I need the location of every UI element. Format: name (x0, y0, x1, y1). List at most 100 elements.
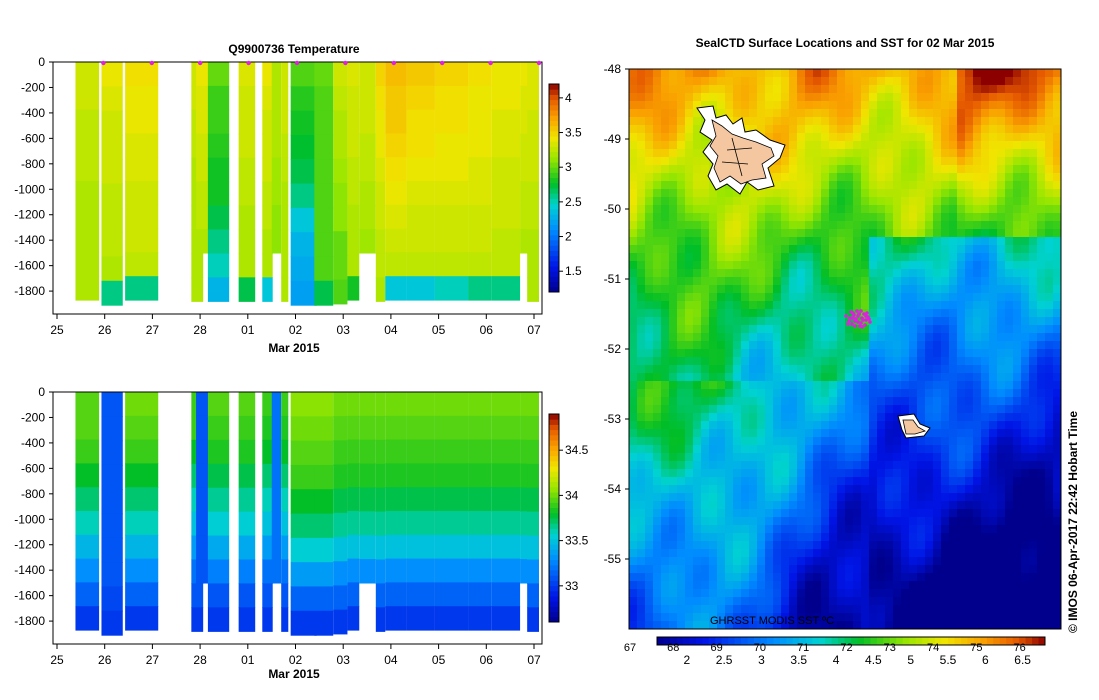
profile-cell (314, 440, 334, 466)
sst-cell (909, 261, 918, 270)
sst-cell (829, 525, 838, 534)
profile-cell (281, 607, 289, 632)
sst-cell (653, 285, 662, 294)
sst-cell (909, 389, 918, 398)
sst-cell (1005, 213, 1014, 222)
sst-cell (669, 525, 678, 534)
sst-cell (1037, 301, 1046, 310)
sst-cell (853, 301, 862, 310)
sst-cell (997, 477, 1006, 486)
sst-cell (997, 469, 1006, 478)
sst-cell (717, 69, 726, 78)
sst-cell (821, 333, 830, 342)
sst-cell (781, 573, 790, 582)
sst-cell (845, 93, 854, 102)
sst-cell (749, 429, 758, 438)
sst-cell (901, 125, 910, 134)
sst-cell (1005, 237, 1014, 246)
colorbar-cell (549, 172, 559, 179)
sst-cell (957, 277, 966, 286)
sst-cell (813, 429, 822, 438)
sst-cell (741, 77, 750, 86)
sst-cell (925, 581, 934, 590)
sst-cell (765, 357, 774, 366)
sst-cell (853, 477, 862, 486)
profile-cell (434, 133, 469, 158)
sst-cell (973, 397, 982, 406)
sst-cell (829, 557, 838, 566)
sst-cell (893, 237, 902, 246)
sst-cell (781, 477, 790, 486)
sst-cell (1021, 277, 1030, 286)
sst-cell (1005, 493, 1014, 502)
colorbar-cell (549, 146, 559, 153)
sst-cell (933, 229, 942, 238)
sst-cell (709, 461, 718, 470)
sst-cell (669, 325, 678, 334)
sst-cell (869, 309, 878, 318)
sst-cell (829, 493, 838, 502)
sst-cell (805, 445, 814, 454)
sst-cell (885, 149, 894, 158)
sst-cell (757, 397, 766, 406)
sst-cell (637, 117, 646, 126)
sst-cell (677, 421, 686, 430)
surface-marker (294, 60, 300, 66)
sst-cell (925, 85, 934, 94)
sst-cell (717, 229, 726, 238)
sst-cell (989, 229, 998, 238)
sst-cell (757, 189, 766, 198)
sst-cell (741, 565, 750, 574)
sst-cell (949, 149, 958, 158)
sst-cell (933, 125, 942, 134)
sst-cell (637, 301, 646, 310)
sst-cell (1045, 325, 1054, 334)
sst-cell (749, 453, 758, 462)
sst-cell (813, 397, 822, 406)
sst-cell (949, 93, 958, 102)
sst-cell (805, 189, 814, 198)
profile-cell (359, 157, 376, 182)
sst-cell (1029, 221, 1038, 230)
sst-cell (901, 293, 910, 302)
sst-cell (1021, 117, 1030, 126)
sst-cell (629, 453, 638, 462)
sst-cell (989, 533, 998, 542)
sst-cell (997, 325, 1006, 334)
sst-cell (917, 333, 926, 342)
sst-cell (1037, 133, 1046, 142)
sst-cell (869, 173, 878, 182)
sst-cell (1045, 133, 1054, 142)
sst-cell (909, 573, 918, 582)
sst-cell (1013, 301, 1022, 310)
sst-cell (701, 213, 710, 222)
profile-cell (191, 607, 204, 632)
sst-cell (973, 93, 982, 102)
sst-cell (709, 597, 718, 606)
sst-cell (1013, 285, 1022, 294)
sst-cell (1053, 605, 1062, 614)
sst-cell (837, 93, 846, 102)
x-tick-label: 06 (480, 653, 494, 667)
sst-cell (973, 229, 982, 238)
sst-cell (629, 189, 638, 198)
sst-cell (797, 117, 806, 126)
sst-cell (989, 269, 998, 278)
sst-cell (965, 501, 974, 510)
sst-cell (989, 93, 998, 102)
sst-cell (773, 397, 782, 406)
x-tick-label: 04 (384, 653, 398, 667)
sst-cell (845, 517, 854, 526)
sst-cell (877, 357, 886, 366)
profile-cell (333, 488, 348, 514)
sst-cell (653, 621, 662, 630)
sst-cell (981, 397, 990, 406)
sst-cell (901, 373, 910, 382)
profile-cell (375, 511, 386, 537)
sst-cell (941, 133, 950, 142)
sst-cell (1045, 357, 1054, 366)
profile-cell (385, 463, 407, 488)
sst-cell (781, 461, 790, 470)
sst-cell (877, 221, 886, 230)
sst-cell (845, 157, 854, 166)
